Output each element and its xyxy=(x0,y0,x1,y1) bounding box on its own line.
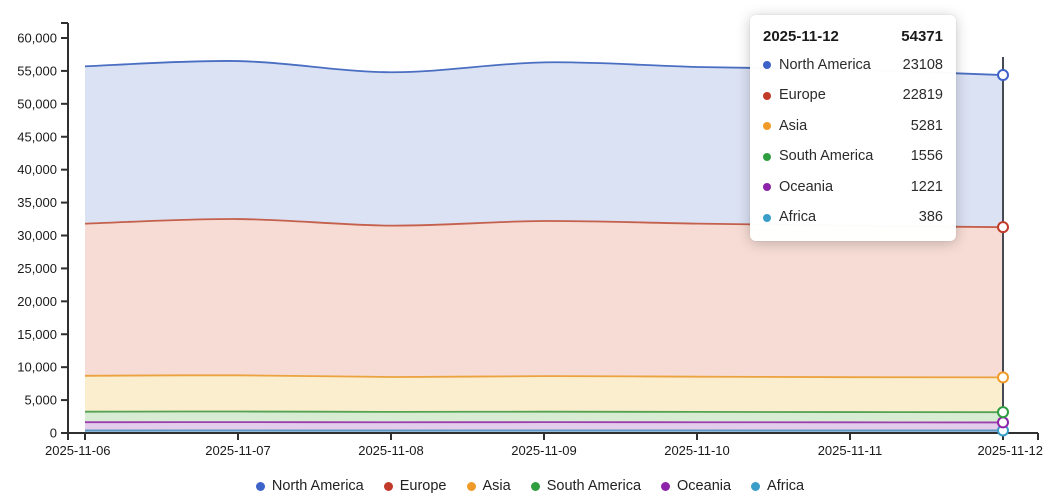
y-tick-label: 20,000 xyxy=(17,294,57,309)
legend-item-asia[interactable]: Asia xyxy=(466,478,511,494)
tooltip-series-value: 1221 xyxy=(910,178,943,195)
legend-label: Africa xyxy=(767,478,805,494)
legend-item-south-america[interactable]: South America xyxy=(530,478,642,494)
series-dot-icon xyxy=(763,61,771,69)
y-tick-label: 40,000 xyxy=(17,162,57,177)
legend-item-europe[interactable]: Europe xyxy=(383,478,447,494)
tooltip-series-label: North America xyxy=(779,56,871,73)
series-line-asia xyxy=(84,374,1004,379)
tooltip-row-africa: Africa 386 xyxy=(763,207,943,228)
tooltip-series-label: South America xyxy=(779,148,874,164)
area-band-europe[interactable] xyxy=(85,219,1003,378)
series-dot-icon xyxy=(763,122,771,130)
chart-legend: North America Europe Asia South America Ocea… xyxy=(0,478,1060,494)
y-tick-label: 30,000 xyxy=(17,228,57,243)
legend-label: Oceania xyxy=(677,478,732,494)
tooltip-series-value: 23108 xyxy=(902,56,943,73)
x-tick-label: 2025-11-12 xyxy=(977,443,1043,458)
hover-marker-europe xyxy=(997,221,1009,234)
tooltip-series-label: Asia xyxy=(779,117,808,134)
tooltip-series-label: Africa xyxy=(779,209,817,225)
series-dot-icon xyxy=(763,213,771,222)
tooltip-row-south-america: South America 1556 xyxy=(763,146,943,167)
tooltip-header: 2025-11-12 54371 xyxy=(763,28,943,45)
area-band-south-america[interactable] xyxy=(85,411,1003,423)
series-dot-icon xyxy=(763,183,771,191)
tooltip-row-asia: Asia 5281 xyxy=(763,116,943,137)
y-tick-label: 5,000 xyxy=(24,393,57,408)
hover-marker-south-america xyxy=(997,406,1009,419)
legend-dot-icon xyxy=(383,481,393,491)
tooltip-rows: North America 23108 Europe 22819 Asia 5281 Sou… xyxy=(763,55,943,229)
chart-tooltip: 2025-11-12 54371 North America 23108 Europ… xyxy=(750,15,956,241)
legend-item-north-america[interactable]: North America xyxy=(255,478,364,494)
y-tick-label: 15,000 xyxy=(17,327,57,342)
series-dot-icon xyxy=(763,91,771,100)
tooltip-date: 2025-11-12 xyxy=(763,28,839,45)
legend-dot-icon xyxy=(255,481,265,491)
legend-item-oceania[interactable]: Oceania xyxy=(661,478,731,494)
tooltip-series-value: 386 xyxy=(918,209,943,225)
y-tick-label: 45,000 xyxy=(17,129,57,144)
y-tick-label: 55,000 xyxy=(17,63,57,78)
legend-dot-icon xyxy=(661,481,671,491)
series-dot-icon xyxy=(763,152,771,161)
legend-label: South America xyxy=(546,478,642,494)
tooltip-row-north-america: North America 23108 xyxy=(763,55,943,76)
x-tick-label: 2025-11-11 xyxy=(818,443,883,458)
legend-item-africa[interactable]: Africa xyxy=(751,478,804,494)
y-tick-label: 25,000 xyxy=(17,261,57,276)
tooltip-series-value: 1556 xyxy=(910,148,943,164)
tooltip-series-label: Europe xyxy=(779,87,826,103)
x-tick-label: 2025-11-09 xyxy=(511,443,577,458)
hover-marker-asia xyxy=(997,371,1009,384)
legend-dot-icon xyxy=(751,481,761,491)
legend-label: Asia xyxy=(482,478,511,494)
y-tick-label: 10,000 xyxy=(17,360,57,375)
tooltip-series-value: 5281 xyxy=(910,117,943,134)
area-band-oceania[interactable] xyxy=(85,422,1003,431)
hover-marker-oceania xyxy=(997,416,1009,429)
tooltip-total: 54371 xyxy=(901,28,943,45)
legend-label: North America xyxy=(271,478,364,494)
y-tick-label: 35,000 xyxy=(17,195,57,210)
y-tick-label: 0 xyxy=(50,426,57,441)
legend-dot-icon xyxy=(466,481,476,491)
tooltip-row-oceania: Oceania 1221 xyxy=(763,177,943,198)
x-tick-label: 2025-11-07 xyxy=(205,443,271,458)
legend-dot-icon xyxy=(530,481,540,491)
series-line-south-america xyxy=(84,410,1004,414)
y-tick-label: 60,000 xyxy=(17,31,57,46)
hover-marker-north-america xyxy=(997,69,1009,82)
tooltip-series-label: Oceania xyxy=(779,178,834,195)
x-tick-label: 2025-11-08 xyxy=(358,443,424,458)
x-tick-label: 2025-11-06 xyxy=(45,443,111,458)
tooltip-series-value: 22819 xyxy=(902,87,943,103)
y-tick-label: 50,000 xyxy=(17,96,57,111)
x-tick-label: 2025-11-10 xyxy=(664,443,730,458)
legend-label: Europe xyxy=(399,478,447,494)
tooltip-row-europe: Europe 22819 xyxy=(763,85,943,106)
area-band-asia[interactable] xyxy=(85,375,1003,413)
